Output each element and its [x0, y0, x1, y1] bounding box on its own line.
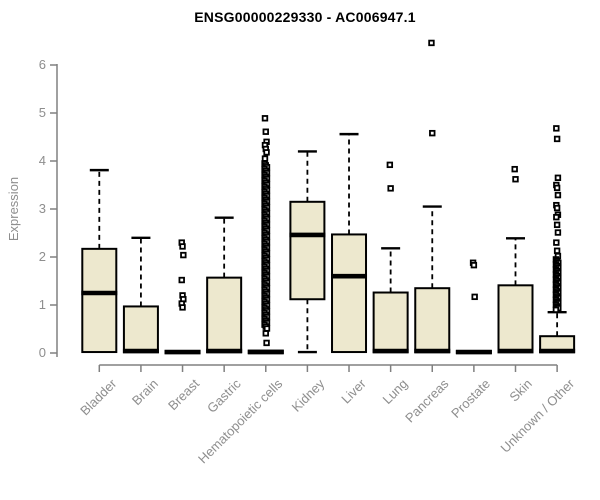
box-liver — [331, 233, 368, 354]
outlier-point — [179, 304, 186, 311]
outlier-point — [553, 204, 561, 212]
outlier-point — [470, 261, 478, 269]
outlier-point — [511, 165, 518, 173]
outlier-point — [554, 174, 562, 181]
outlier-point — [263, 149, 270, 156]
outlier-point — [553, 184, 561, 192]
outlier-point — [553, 125, 560, 132]
y-tick-label-0: 0 — [38, 345, 46, 360]
outlier-point — [262, 128, 269, 135]
outlier-point — [553, 247, 561, 254]
box-brain — [122, 305, 159, 354]
outlier-point — [429, 129, 436, 137]
outlier-point — [554, 229, 562, 236]
box-skin — [497, 284, 534, 354]
outlier-point — [178, 276, 185, 284]
outlier-point — [512, 176, 519, 183]
outlier-point — [553, 135, 561, 143]
y-tick-label-2: 2 — [38, 249, 46, 264]
box-pancreas — [414, 287, 451, 354]
outlier-point — [554, 191, 562, 199]
y-tick-label-3: 3 — [38, 201, 46, 216]
outlier-point — [263, 339, 270, 347]
box-kidney — [289, 200, 326, 301]
outlier-point — [553, 239, 560, 246]
box-gastric — [206, 276, 243, 354]
outlier-point — [386, 161, 394, 169]
y-tick-label-1: 1 — [38, 297, 46, 312]
box-bladder — [81, 247, 118, 354]
outlier-point — [553, 213, 560, 221]
outlier-point — [552, 306, 560, 313]
outlier-point — [180, 251, 187, 259]
outlier-point — [553, 221, 561, 229]
outlier-point — [428, 39, 435, 47]
outlier-point — [387, 185, 394, 192]
y-tick-label-6: 6 — [38, 57, 46, 72]
outlier-point — [263, 325, 271, 332]
y-tick-label-4: 4 — [38, 153, 46, 168]
chart-title: ENSG00000229330 - AC006947.1 — [194, 9, 416, 25]
outlier-point — [261, 115, 269, 122]
outlier-point — [179, 243, 186, 250]
y-tick-label-5: 5 — [38, 105, 46, 120]
outlier-point — [471, 293, 478, 301]
box-lung — [372, 291, 409, 354]
